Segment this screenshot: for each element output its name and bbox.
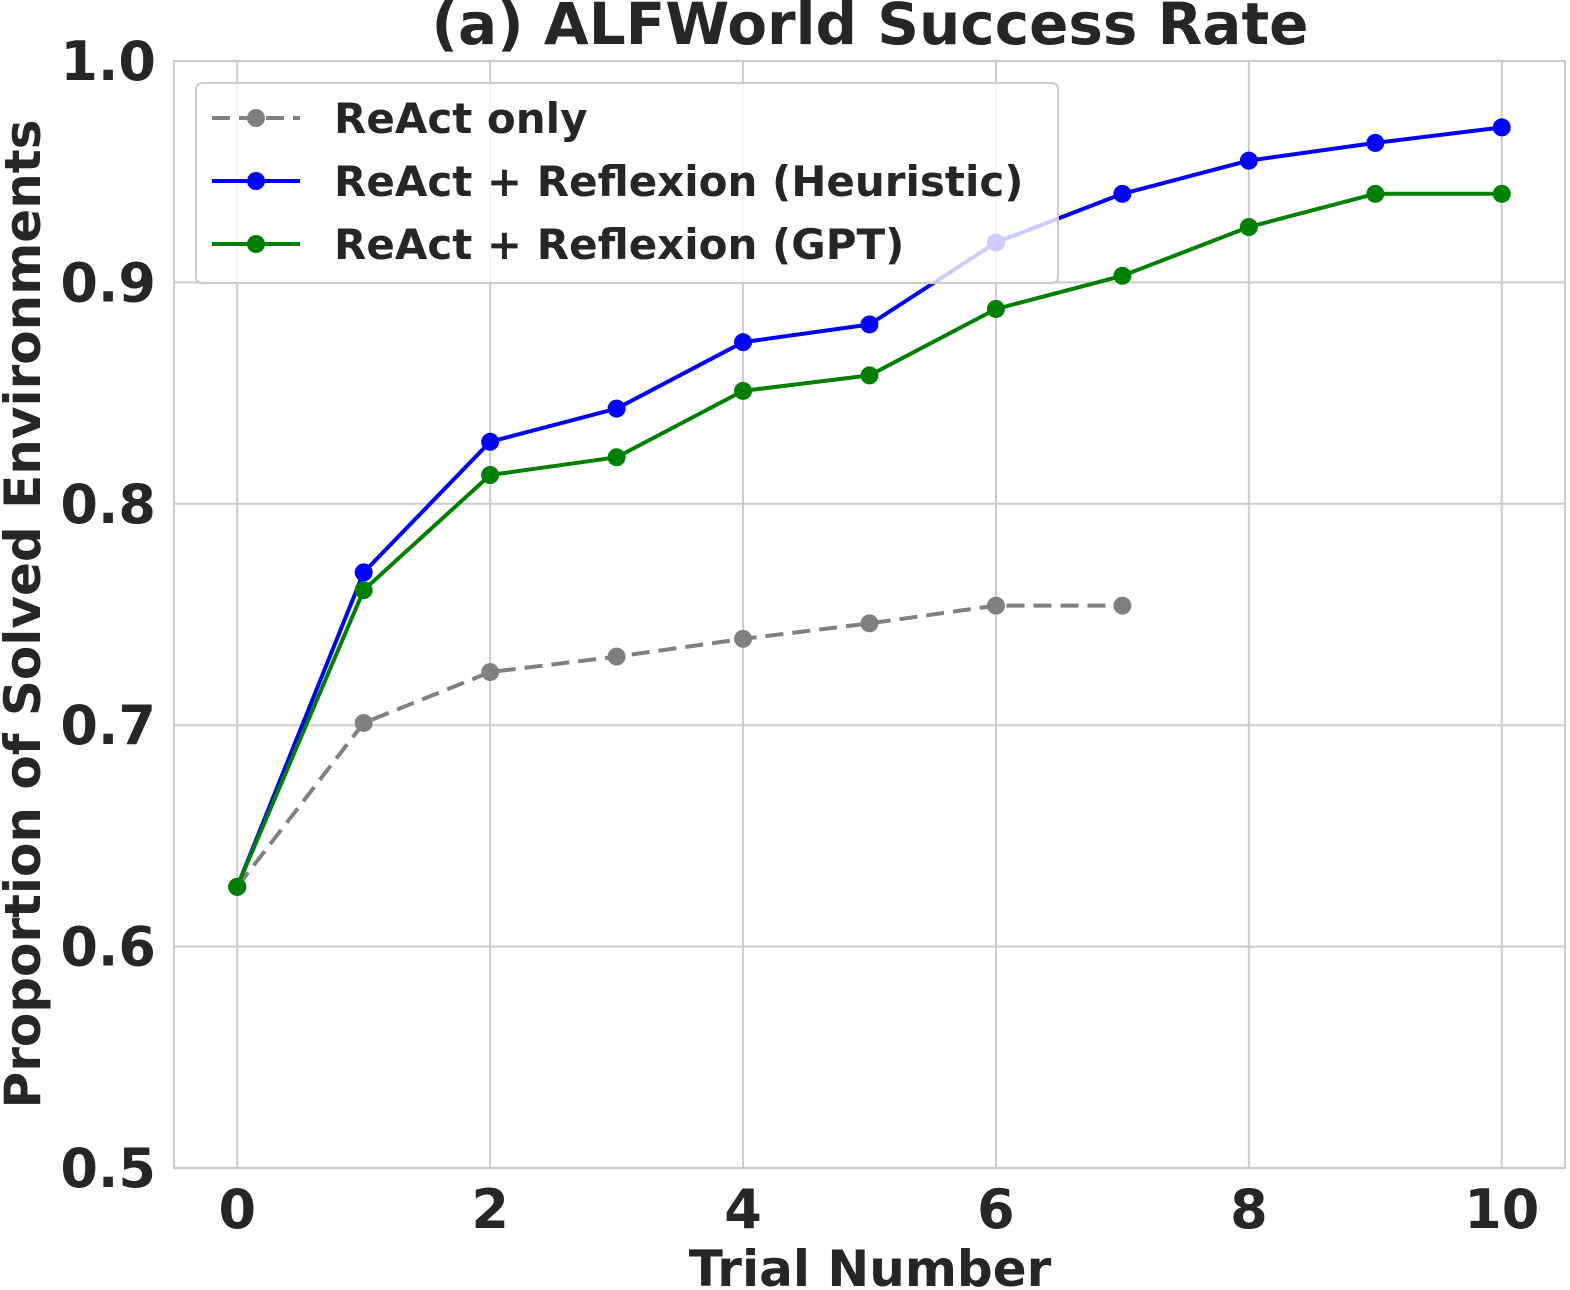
data-point bbox=[860, 366, 879, 385]
y-axis-label: Proportion of Solved Environments bbox=[0, 120, 52, 1109]
data-point bbox=[481, 466, 500, 485]
series-3 bbox=[228, 184, 1511, 896]
series-line bbox=[235, 191, 1502, 888]
data-point bbox=[986, 596, 1005, 615]
plot-frame bbox=[173, 60, 1566, 1169]
x-tick-label: 0 bbox=[218, 1178, 256, 1241]
legend-box bbox=[195, 82, 1059, 284]
data-point bbox=[481, 432, 500, 451]
data-point bbox=[354, 713, 373, 732]
x-tick-label: 4 bbox=[724, 1178, 762, 1241]
legend: ReAct only ReAct + Reflexion (Heuristic) R… bbox=[195, 82, 1059, 284]
x-tick-label: 6 bbox=[977, 1178, 1015, 1241]
x-tick-label: 8 bbox=[1230, 1178, 1268, 1241]
x-axis-label: Trial Number bbox=[689, 1240, 1052, 1290]
y-tick-label: 0.9 bbox=[60, 251, 156, 314]
data-point bbox=[607, 647, 626, 666]
y-tick-label: 0.6 bbox=[60, 916, 156, 979]
data-point bbox=[734, 381, 753, 400]
legend-swatch-marker bbox=[247, 109, 265, 127]
legend-entry: ReAct only bbox=[212, 94, 587, 143]
legend-entry: ReAct + Reflexion (GPT) bbox=[212, 220, 904, 269]
data-point bbox=[1113, 184, 1132, 203]
data-point bbox=[1239, 151, 1258, 170]
legend-swatch-marker bbox=[247, 235, 265, 253]
data-point bbox=[1239, 218, 1258, 237]
y-tick-label: 0.8 bbox=[60, 473, 156, 536]
legend-entry: ReAct + Reflexion (Heuristic) bbox=[212, 157, 1023, 206]
legend-label: ReAct + Reflexion (Heuristic) bbox=[334, 157, 1023, 206]
y-tick-label: 0.5 bbox=[60, 1137, 156, 1200]
data-point bbox=[481, 663, 500, 682]
data-point bbox=[1366, 184, 1385, 203]
data-point bbox=[734, 629, 753, 648]
data-point bbox=[1492, 184, 1511, 203]
data-point bbox=[860, 315, 879, 334]
legend-swatch-marker bbox=[247, 172, 265, 190]
data-point bbox=[1113, 266, 1132, 285]
chart-title: (a) ALFWorld Success Rate bbox=[431, 0, 1308, 58]
data-point bbox=[607, 448, 626, 467]
data-point bbox=[354, 563, 373, 582]
data-point bbox=[1492, 118, 1511, 137]
data-point bbox=[354, 581, 373, 600]
data-point bbox=[986, 299, 1005, 318]
legend-label: ReAct + Reflexion (GPT) bbox=[334, 220, 904, 269]
series-line bbox=[235, 603, 1123, 889]
data-point bbox=[860, 614, 879, 633]
data-point bbox=[607, 399, 626, 418]
y-tick-label: 1.0 bbox=[60, 30, 156, 93]
y-tick-label: 0.7 bbox=[60, 694, 156, 757]
data-point bbox=[1113, 596, 1132, 615]
x-axis-ticks: 0 2 4 6 8 10 bbox=[218, 1178, 1539, 1241]
legend-label: ReAct only bbox=[334, 94, 587, 143]
y-axis-ticks: 0.5 0.6 0.7 0.8 0.9 1.0 bbox=[60, 30, 156, 1200]
x-tick-label: 10 bbox=[1464, 1178, 1539, 1241]
x-tick-label: 2 bbox=[471, 1178, 509, 1241]
data-point bbox=[1366, 133, 1385, 152]
data-point bbox=[228, 877, 247, 896]
data-point bbox=[734, 333, 753, 352]
